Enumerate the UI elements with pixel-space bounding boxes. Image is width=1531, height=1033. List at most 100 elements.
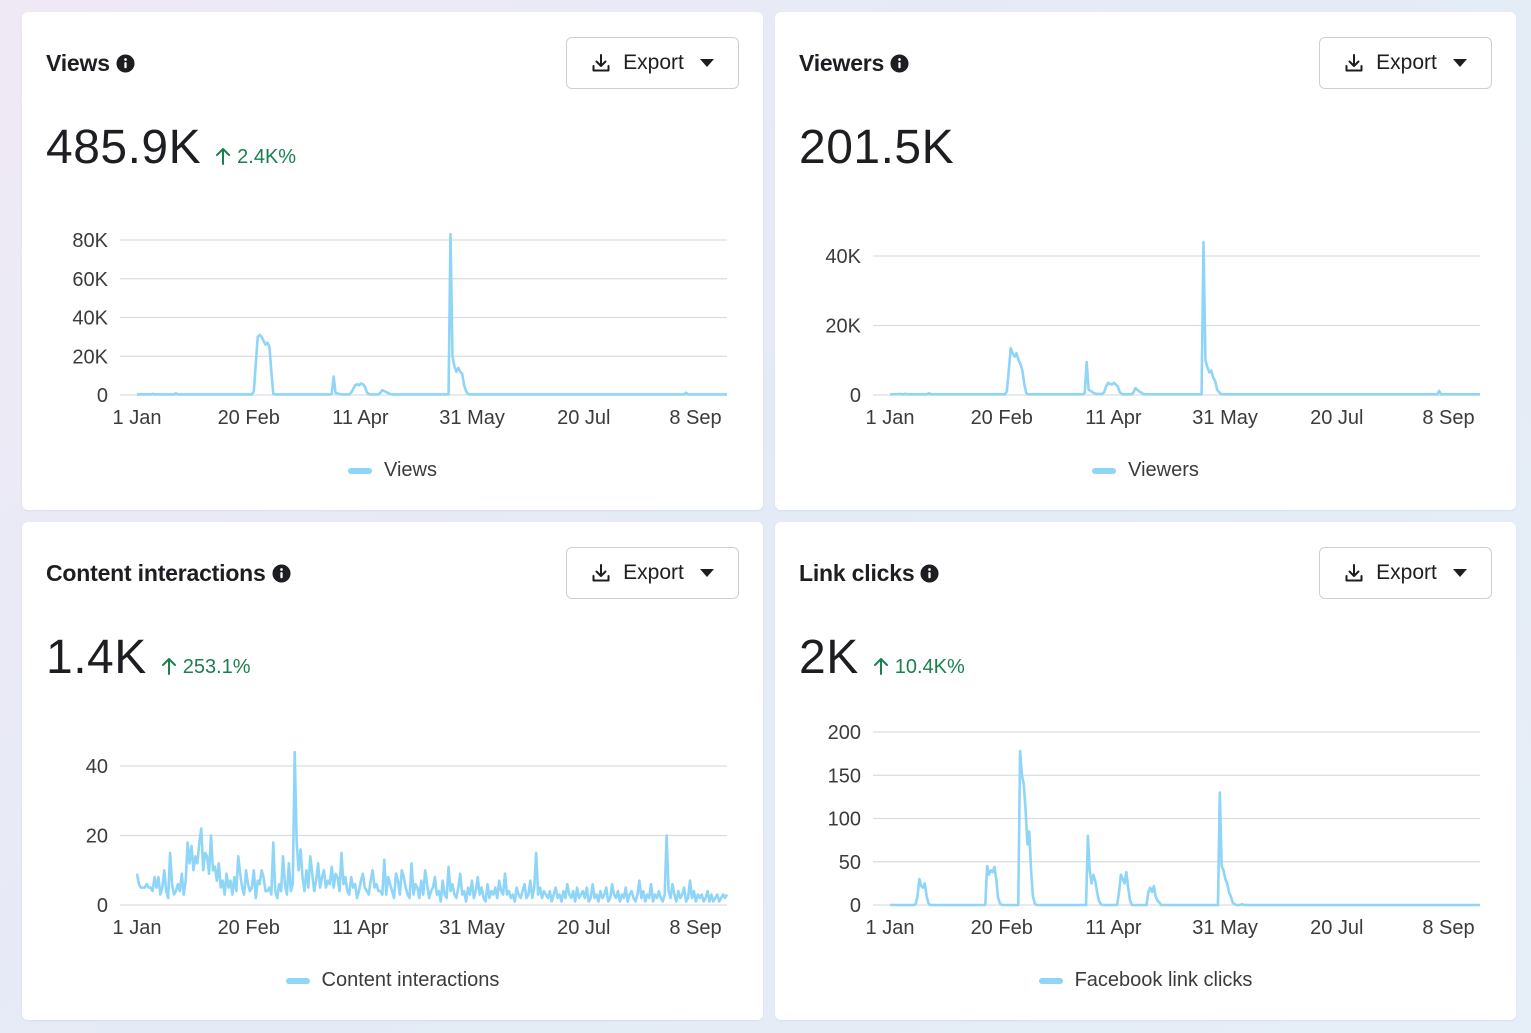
card-title: Content interactions bbox=[46, 560, 291, 587]
viewers-card: Viewers Export 201.5K 0 20K 40K 1 Jan 20 Feb… bbox=[775, 12, 1516, 510]
arrow-up-icon bbox=[216, 148, 231, 165]
export-label: Export bbox=[623, 561, 684, 584]
y-tick-label: 40 bbox=[86, 756, 108, 778]
y-tick-label: 40K bbox=[72, 308, 108, 330]
legend-label: Viewers bbox=[1128, 459, 1199, 481]
metric: 2K 10.4K% bbox=[799, 630, 965, 685]
legend: Views bbox=[22, 459, 763, 482]
metric-change: 253.1% bbox=[161, 655, 251, 679]
metric-change-text: 2.4K% bbox=[237, 146, 297, 168]
legend-swatch bbox=[1038, 977, 1063, 984]
export-label: Export bbox=[1376, 561, 1437, 584]
x-tick-label: 31 May bbox=[1192, 407, 1258, 429]
card-title-text: Link clicks bbox=[799, 560, 915, 586]
x-tick-label: 20 Jul bbox=[557, 917, 610, 939]
export-label: Export bbox=[623, 51, 684, 74]
x-tick-label: 8 Sep bbox=[1422, 407, 1474, 429]
metric-change-text: 10.4K% bbox=[894, 656, 965, 678]
x-tick-label: 1 Jan bbox=[866, 407, 915, 429]
metric-value: 2K bbox=[799, 631, 859, 684]
metric-value: 1.4K bbox=[46, 631, 147, 684]
arrow-up-icon bbox=[161, 658, 176, 675]
link-clicks-card: Link clicks Export 2K 10.4K% 0 50 100 150 20… bbox=[775, 522, 1516, 1020]
y-tick-label: 0 bbox=[850, 895, 861, 917]
legend: Content interactions bbox=[22, 969, 763, 992]
metric: 201.5K bbox=[799, 120, 954, 175]
card-title-text: Views bbox=[46, 50, 110, 76]
info-icon[interactable] bbox=[116, 54, 135, 73]
export-button[interactable]: Export bbox=[1319, 37, 1492, 89]
x-tick-label: 11 Apr bbox=[332, 407, 389, 429]
x-tick-label: 8 Sep bbox=[669, 917, 721, 939]
legend-label: Content interactions bbox=[321, 969, 500, 991]
content-interactions-chart: 0 20 40 1 Jan 20 Feb 11 Apr 31 May 20 Jul 8 Sep bbox=[86, 750, 729, 939]
y-tick-label: 60K bbox=[72, 269, 108, 291]
series-line bbox=[890, 749, 1480, 907]
series-line bbox=[135, 750, 729, 903]
info-icon[interactable] bbox=[272, 564, 291, 583]
y-tick-label: 0 bbox=[97, 385, 108, 407]
x-tick-label: 20 Feb bbox=[218, 407, 280, 429]
card-title: Link clicks bbox=[799, 560, 939, 587]
y-tick-label: 80K bbox=[72, 230, 108, 252]
y-tick-label: 50 bbox=[839, 852, 861, 874]
caret-down-icon bbox=[1452, 569, 1467, 577]
metric-change: 2.4K% bbox=[215, 145, 296, 169]
export-label: Export bbox=[1376, 51, 1437, 74]
x-tick-label: 20 Jul bbox=[1310, 407, 1363, 429]
download-icon bbox=[1345, 54, 1363, 72]
x-tick-label: 11 Apr bbox=[1085, 917, 1142, 939]
x-tick-label: 20 Feb bbox=[218, 917, 280, 939]
x-tick-label: 11 Apr bbox=[332, 917, 389, 939]
y-tick-label: 20 bbox=[86, 826, 108, 848]
download-icon bbox=[592, 564, 610, 582]
x-tick-label: 1 Jan bbox=[113, 917, 162, 939]
metric-value: 201.5K bbox=[799, 121, 955, 174]
y-tick-label: 0 bbox=[97, 895, 108, 917]
metric: 1.4K 253.1% bbox=[46, 630, 251, 685]
x-tick-label: 11 Apr bbox=[1085, 407, 1142, 429]
caret-down-icon bbox=[1452, 59, 1467, 67]
export-button[interactable]: Export bbox=[1319, 547, 1492, 599]
y-tick-label: 20K bbox=[72, 346, 108, 368]
caret-down-icon bbox=[699, 569, 714, 577]
content-interactions-card: Content interactions Export 1.4K 253.1% … bbox=[22, 522, 763, 1020]
y-tick-label: 20K bbox=[825, 316, 861, 338]
legend-swatch bbox=[285, 977, 310, 984]
x-tick-label: 20 Jul bbox=[557, 407, 610, 429]
info-icon[interactable] bbox=[890, 54, 909, 73]
y-tick-label: 150 bbox=[828, 765, 861, 787]
metric-value: 485.9K bbox=[46, 121, 202, 174]
legend: Viewers bbox=[775, 459, 1516, 482]
info-icon[interactable] bbox=[920, 564, 939, 583]
x-tick-label: 1 Jan bbox=[866, 917, 915, 939]
metric: 485.9K 2.4K% bbox=[46, 120, 296, 175]
legend: Facebook link clicks bbox=[775, 969, 1516, 992]
y-tick-label: 0 bbox=[850, 385, 861, 407]
legend-label: Facebook link clicks bbox=[1074, 969, 1253, 991]
caret-down-icon bbox=[699, 59, 714, 67]
y-tick-label: 100 bbox=[828, 809, 861, 831]
x-tick-label: 1 Jan bbox=[113, 407, 162, 429]
legend-label: Views bbox=[384, 459, 437, 481]
legend-swatch bbox=[348, 467, 372, 474]
x-tick-label: 8 Sep bbox=[1422, 917, 1474, 939]
series-line bbox=[890, 240, 1480, 396]
card-title-text: Content interactions bbox=[46, 560, 266, 586]
views-card: Views Export 485.9K 2.4K% 0 20K 40K 60K 80K 1… bbox=[22, 12, 763, 510]
download-icon bbox=[1345, 564, 1363, 582]
metric-change-text: 253.1% bbox=[182, 656, 251, 678]
x-tick-label: 20 Jul bbox=[1310, 917, 1363, 939]
x-tick-label: 31 May bbox=[439, 917, 505, 939]
x-tick-label: 20 Feb bbox=[971, 917, 1033, 939]
y-tick-label: 200 bbox=[828, 722, 861, 744]
arrow-up-icon bbox=[873, 658, 888, 675]
card-title-text: Viewers bbox=[799, 50, 885, 76]
views-chart: 0 20K 40K 60K 80K 1 Jan 20 Feb 11 Apr 31 May 20 J… bbox=[72, 230, 727, 429]
x-tick-label: 31 May bbox=[439, 407, 505, 429]
export-button[interactable]: Export bbox=[566, 547, 739, 599]
card-title: Views bbox=[46, 50, 135, 77]
y-tick-label: 40K bbox=[825, 246, 861, 268]
export-button[interactable]: Export bbox=[566, 37, 739, 89]
download-icon bbox=[592, 54, 610, 72]
